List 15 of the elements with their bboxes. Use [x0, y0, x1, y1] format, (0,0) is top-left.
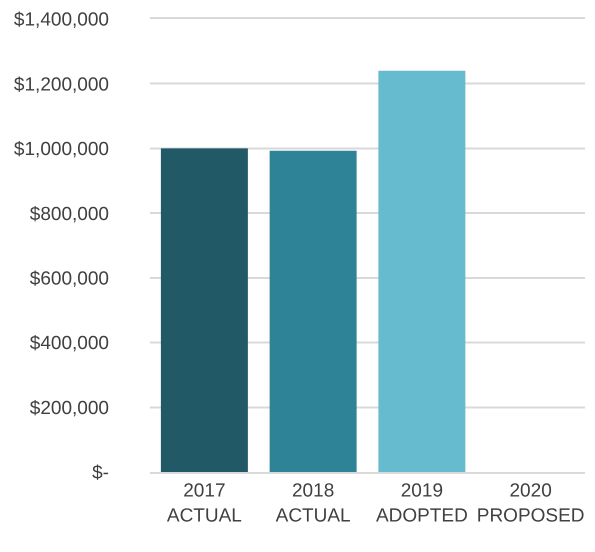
y-tick-label: $800,000	[30, 204, 109, 225]
x-tick-label: 2017 ACTUAL	[166, 480, 242, 526]
x-tick-label: 2019 ADOPTED	[376, 480, 468, 526]
y-tick-label: $1,200,000	[14, 74, 109, 96]
y-tick-label: $600,000	[30, 268, 109, 290]
y-tick-label: $200,000	[30, 398, 109, 419]
y-tick-label: $1,400,000	[14, 10, 109, 31]
y-tick-label: $400,000	[30, 333, 109, 354]
bar	[160, 148, 248, 472]
x-tick-label: 2020 PROPOSED	[476, 480, 584, 526]
bar	[270, 150, 357, 472]
x-tick-label: 2018 ACTUAL	[276, 480, 351, 526]
bar	[378, 70, 466, 472]
y-tick-label: $-	[92, 462, 109, 484]
y-tick-label: $1,000,000	[14, 139, 109, 160]
